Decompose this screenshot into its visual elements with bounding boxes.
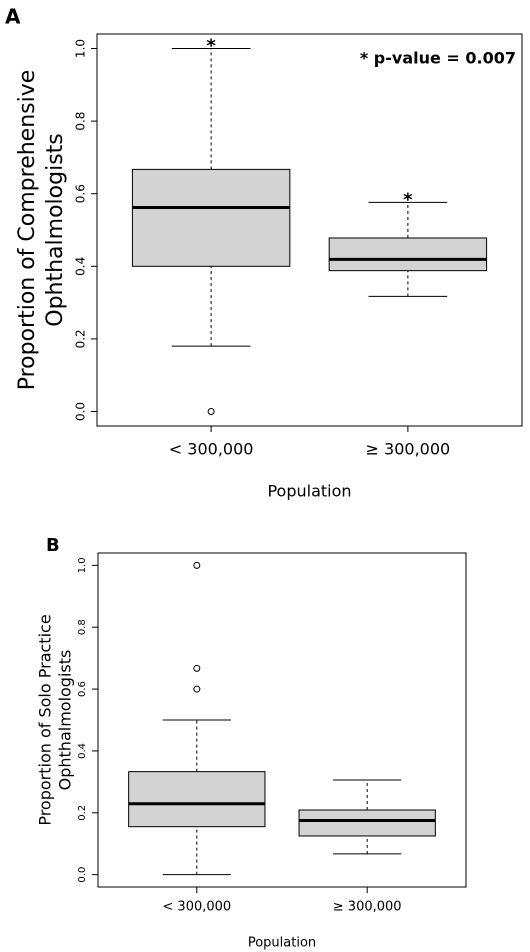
x-axis-label: Population	[267, 482, 351, 501]
x-tick-label: ≥ 300,000	[366, 440, 451, 459]
y-tick-label: 0.8	[77, 619, 88, 635]
y-axis-label: Ophthalmologists	[56, 650, 75, 791]
y-tick-label: 0.0	[77, 867, 88, 883]
y-tick-label: 0.6	[74, 184, 88, 203]
x-tick-label: ≥ 300,000	[333, 900, 402, 915]
box	[298, 809, 436, 837]
y-tick-label: 1.0	[74, 39, 88, 58]
outlier	[207, 407, 215, 415]
significance-marker: *	[403, 189, 413, 210]
x-axis-label: Population	[248, 936, 316, 951]
y-axis-label: Proportion of Comprehensive	[15, 70, 40, 391]
y-tick-label: 0.0	[74, 402, 88, 421]
panel-label: B	[46, 535, 60, 556]
x-tick-label: < 300,000	[162, 900, 231, 915]
y-tick-label: 0.4	[77, 743, 88, 759]
box	[128, 771, 266, 828]
outlier	[193, 561, 201, 569]
y-tick-label: 0.2	[74, 329, 88, 348]
y-tick-label: 0.2	[77, 805, 88, 821]
y-axis-label: Ophthalmologists	[43, 133, 68, 326]
outlier	[193, 685, 201, 693]
annotation: * p-value = 0.007	[360, 49, 516, 68]
x-tick-label: < 300,000	[169, 440, 254, 459]
significance-marker: *	[206, 36, 216, 57]
panel-label: A	[5, 5, 21, 29]
y-axis-label: Proportion of Solo Practice	[36, 614, 55, 825]
plot-frame	[97, 552, 467, 888]
plot-frame	[96, 33, 523, 427]
y-tick-label: 0.8	[74, 112, 88, 131]
box	[131, 168, 291, 267]
y-tick-label: 0.6	[77, 681, 88, 697]
outlier	[193, 664, 201, 672]
y-tick-label: 0.4	[74, 257, 88, 276]
y-tick-label: 1.0	[77, 557, 88, 573]
box	[328, 237, 488, 272]
